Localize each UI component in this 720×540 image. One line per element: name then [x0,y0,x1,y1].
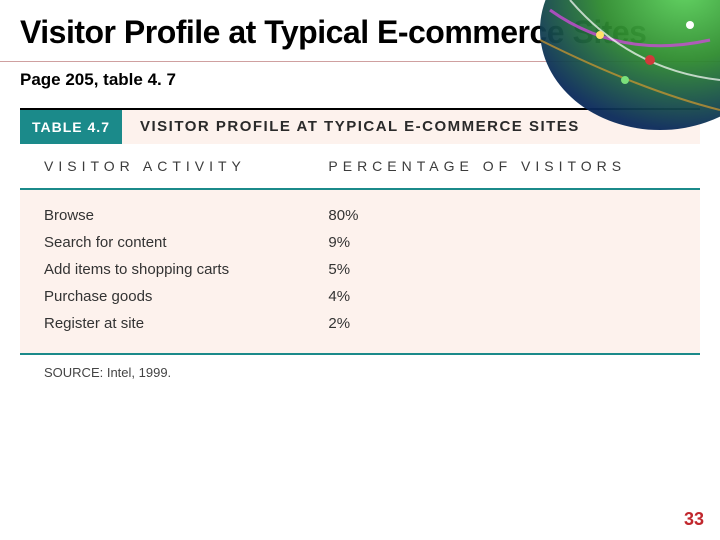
table-row: Register at site 2% [44,310,676,337]
table-body: Browse 80% Search for content 9% Add ite… [20,190,700,353]
cell-activity: Purchase goods [44,288,328,305]
cell-percentage: 2% [328,315,676,332]
slide-title: Visitor Profile at Typical E-commerce Si… [0,0,720,57]
page-number: 33 [684,509,704,530]
table-badge: TABLE 4.7 [20,110,122,144]
table-row: Search for content 9% [44,229,676,256]
column-header-activity: VISITOR ACTIVITY [44,158,328,174]
table-row: Purchase goods 4% [44,283,676,310]
cell-percentage: 80% [328,207,676,224]
cell-percentage: 5% [328,261,676,278]
table-row: Browse 80% [44,202,676,229]
table-header-row: VISITOR ACTIVITY PERCENTAGE OF VISITORS [20,144,700,190]
cell-percentage: 4% [328,288,676,305]
table-caption-row: TABLE 4.7 VISITOR PROFILE AT TYPICAL E-C… [20,110,700,144]
title-rule [0,61,720,62]
table-source: SOURCE: Intel, 1999. [20,355,700,380]
cell-activity: Search for content [44,234,328,251]
table-caption: VISITOR PROFILE AT TYPICAL E-COMMERCE SI… [122,110,580,144]
column-header-percentage: PERCENTAGE OF VISITORS [328,158,676,174]
table-container: TABLE 4.7 VISITOR PROFILE AT TYPICAL E-C… [20,108,700,380]
cell-activity: Add items to shopping carts [44,261,328,278]
cell-activity: Register at site [44,315,328,332]
cell-activity: Browse [44,207,328,224]
table-row: Add items to shopping carts 5% [44,256,676,283]
slide-subtitle: Page 205, table 4. 7 [0,64,720,100]
cell-percentage: 9% [328,234,676,251]
slide: Visitor Profile at Typical E-commerce Si… [0,0,720,540]
